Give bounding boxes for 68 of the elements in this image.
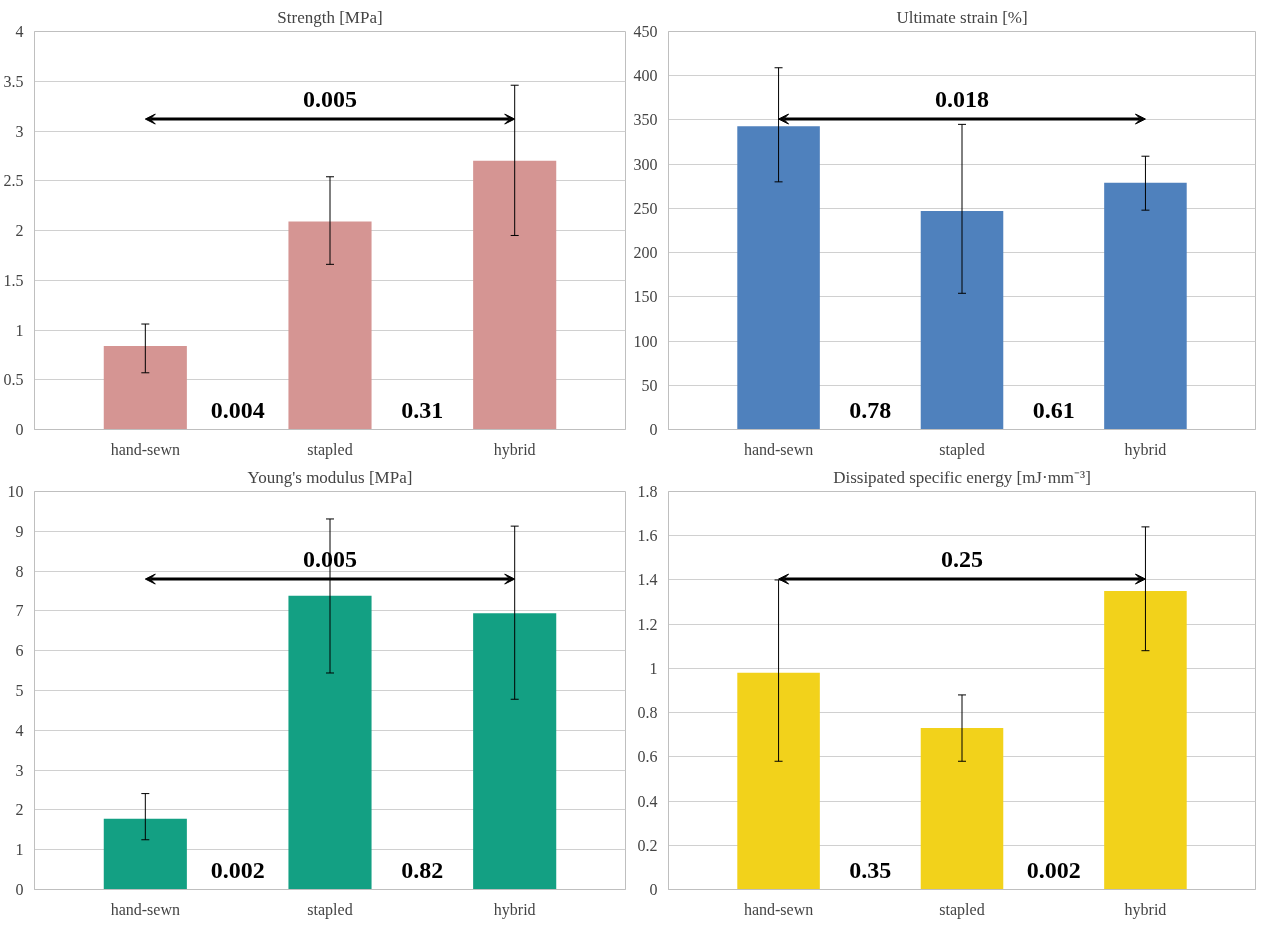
annotation: 0.78 (849, 396, 892, 423)
x-tick-label: hybrid (1124, 440, 1167, 459)
y-tick-label: 0.5 (3, 371, 24, 389)
x-tick-label: stapled (307, 900, 353, 919)
y-tick-label: 0.4 (637, 792, 658, 810)
y-tick-label: 250 (633, 199, 658, 217)
y-tick-label: 0 (649, 881, 658, 898)
x-tick-label: stapled (939, 900, 985, 919)
y-tick-label: 150 (633, 288, 658, 306)
x-tick-label: hybrid (1124, 900, 1167, 919)
annotation: 0.25 (941, 546, 983, 573)
y-tick-label: 4 (15, 721, 24, 739)
y-tick-label: 10 (7, 483, 24, 500)
y-tick-label: 4 (15, 23, 24, 40)
y-tick-label: 0.8 (637, 704, 658, 722)
y-tick-label: 2 (15, 222, 24, 239)
y-tick-label: 0 (649, 421, 658, 438)
y-tick-label: 1.6 (637, 527, 658, 545)
y-tick-label: 3 (15, 761, 24, 779)
x-tick-label: hybrid (493, 440, 536, 459)
annotation: 0.004 (210, 396, 265, 423)
y-tick-label: 350 (633, 111, 658, 129)
y-tick-label: 6 (15, 642, 24, 660)
annotation: 0.35 (849, 856, 892, 883)
y-tick-label: 1.5 (3, 271, 24, 289)
y-tick-label: 9 (15, 522, 24, 540)
x-tick-label: hand-sewn (743, 900, 814, 918)
annotation: 0.005 (303, 86, 357, 113)
y-tick-label: 0 (15, 881, 24, 898)
annotation: 0.005 (303, 546, 357, 573)
x-tick-label: hand-sewn (110, 440, 180, 458)
y-tick-label: 5 (15, 682, 24, 699)
y-tick-label: 7 (15, 602, 24, 620)
y-tick-label: 2 (15, 801, 24, 819)
y-tick-label: 1 (649, 659, 658, 677)
annotation: 0.002 (210, 856, 265, 883)
y-tick-label: 1.8 (637, 483, 658, 500)
y-tick-label: 100 (633, 332, 658, 350)
y-tick-label: 1.2 (637, 615, 658, 633)
y-tick-label: 3 (15, 122, 24, 140)
y-tick-label: 0.6 (637, 748, 658, 766)
y-tick-label: 1 (15, 841, 24, 859)
chart-title: Ultimate strain [%] (896, 7, 1028, 27)
y-tick-label: 3.5 (3, 72, 24, 90)
y-tick-label: 50 (641, 376, 658, 394)
y-tick-label: 300 (633, 155, 658, 173)
x-tick-label: stapled (307, 440, 353, 459)
y-tick-label: 200 (633, 244, 658, 262)
y-tick-label: 0.2 (637, 836, 658, 854)
chart-title: Strength [MPa] (277, 7, 383, 27)
x-tick-label: hybrid (493, 900, 536, 919)
y-tick-label: 1.4 (637, 571, 658, 589)
y-tick-label: 0 (15, 421, 24, 438)
chart-title: Young's modulus [MPa] (247, 467, 413, 487)
annotation: 0.002 (1026, 856, 1081, 883)
annotation: 0.31 (401, 396, 444, 423)
y-tick-label: 8 (15, 562, 24, 580)
y-tick-label: 450 (633, 23, 658, 40)
annotation: 0.82 (401, 856, 444, 883)
x-tick-label: hand-sewn (743, 440, 814, 458)
annotation: 0.018 (935, 86, 989, 113)
y-tick-label: 400 (633, 67, 658, 85)
y-tick-label: 1 (15, 321, 24, 339)
x-tick-label: hand-sewn (110, 900, 180, 918)
y-tick-label: 2.5 (3, 172, 24, 190)
chart-title: Dissipated specific energy [mJ·mm⁻³] (833, 467, 1091, 487)
annotation: 0.61 (1032, 396, 1075, 423)
x-tick-label: stapled (939, 440, 985, 459)
